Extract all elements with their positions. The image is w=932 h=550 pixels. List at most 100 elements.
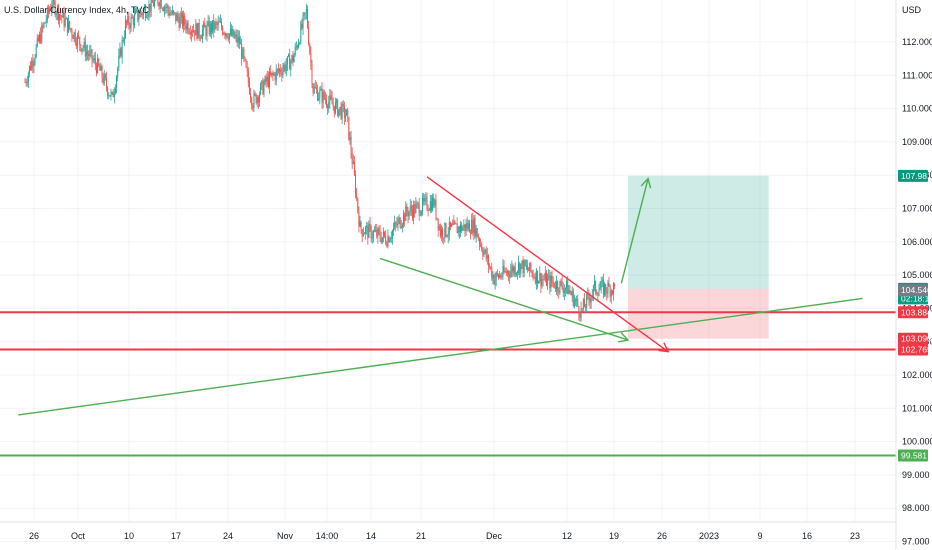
- candle-body: [395, 222, 397, 225]
- y-tick-label: 97.000: [902, 537, 930, 547]
- y-tick-label: 101.000: [902, 403, 932, 413]
- candle-body: [173, 10, 175, 13]
- candle-body: [218, 21, 220, 23]
- candle-body: [382, 231, 384, 238]
- candle-body: [436, 217, 438, 219]
- candle-body: [602, 280, 604, 295]
- candle-body: [411, 210, 413, 218]
- candle-body: [396, 224, 398, 226]
- x-tick-label: 14:00: [316, 531, 339, 541]
- candle-body: [60, 14, 62, 17]
- candle-body: [84, 41, 86, 57]
- candle-body: [255, 94, 257, 104]
- candle-body: [512, 266, 514, 273]
- candle-body: [362, 234, 364, 236]
- candle-body: [370, 226, 372, 239]
- candle-body: [166, 5, 168, 8]
- candle-body: [576, 299, 578, 301]
- price-badge: [898, 169, 928, 182]
- candle-body: [430, 201, 432, 211]
- candle-body: [107, 87, 109, 96]
- candle-body: [222, 27, 224, 34]
- candle-body: [78, 35, 80, 38]
- candle-body: [597, 293, 599, 296]
- candle-body: [111, 91, 113, 93]
- candle-body: [405, 206, 407, 221]
- candle-body: [68, 21, 70, 33]
- candle-body: [126, 20, 128, 24]
- candle-body: [341, 103, 343, 119]
- candle-body: [607, 282, 609, 294]
- candle-body: [404, 213, 406, 221]
- price-badge: [898, 449, 928, 462]
- candle-body: [496, 272, 498, 275]
- candle-body: [606, 291, 608, 294]
- candle-body: [518, 262, 520, 272]
- candle-body: [554, 287, 556, 290]
- x-axis[interactable]: 26 Oct 10 17 24 Nov 14:00 14 21 Dec 12 19 26 2023 9 16 2…: [29, 531, 860, 541]
- candle-body: [130, 16, 132, 29]
- candle-body: [474, 218, 476, 237]
- candle-body: [304, 12, 306, 14]
- candle-body: [161, 8, 163, 10]
- candle-body: [291, 55, 293, 62]
- candle-body: [492, 275, 494, 279]
- candle-body: [589, 298, 591, 303]
- y-tick-label: 99.000: [902, 470, 930, 480]
- candle-body: [54, 1, 56, 15]
- candle-body: [75, 42, 77, 46]
- candle-body: [307, 9, 309, 28]
- candle-body: [116, 76, 118, 89]
- candle-body: [72, 35, 74, 39]
- candle-body: [236, 34, 238, 43]
- candle-body: [254, 93, 256, 95]
- candle-body: [369, 223, 371, 227]
- candle-body: [441, 229, 443, 237]
- candle-body: [32, 60, 34, 67]
- candle-body: [451, 224, 453, 227]
- candle-body: [232, 29, 234, 36]
- candle-body: [338, 109, 340, 116]
- candle-body: [592, 285, 594, 295]
- candle-body: [485, 249, 487, 259]
- candle-body: [181, 13, 183, 27]
- candle-body: [223, 33, 225, 35]
- candle-body: [559, 280, 561, 293]
- candle-body: [142, 9, 144, 16]
- candle-body: [329, 95, 331, 102]
- candle-body: [568, 289, 570, 295]
- candle-body: [303, 12, 305, 16]
- candle-body: [104, 74, 106, 79]
- candle-body: [429, 201, 431, 210]
- candle-body: [212, 20, 214, 33]
- candle-body: [528, 269, 530, 272]
- candle-body: [418, 203, 420, 216]
- chart-title: U.S. Dollar Currency Index, 4h, TVC: [4, 5, 149, 15]
- candle-body: [553, 282, 555, 288]
- candle-body: [516, 271, 518, 273]
- candle-body: [198, 23, 200, 37]
- candle-body: [393, 228, 394, 231]
- x-tick-label: 17: [171, 531, 181, 541]
- candle-body: [438, 226, 440, 230]
- candle-body: [231, 28, 233, 36]
- candle-body: [324, 98, 326, 101]
- candle-body: [539, 273, 541, 282]
- candle-body: [467, 222, 469, 229]
- candle-body: [312, 84, 314, 93]
- candle-body: [199, 36, 201, 38]
- candle-body: [502, 265, 504, 277]
- candle-body: [567, 280, 569, 295]
- candle-body: [457, 226, 459, 234]
- candle-body: [511, 266, 513, 271]
- candle-body: [177, 14, 179, 19]
- candle-body: [136, 10, 138, 12]
- candle-body: [90, 49, 92, 52]
- candle-body: [585, 307, 587, 308]
- candle-body: [168, 10, 170, 16]
- candle-body: [509, 274, 511, 278]
- candle-body: [487, 255, 489, 266]
- candle-body: [39, 34, 41, 42]
- x-tick-label: Oct: [71, 531, 86, 541]
